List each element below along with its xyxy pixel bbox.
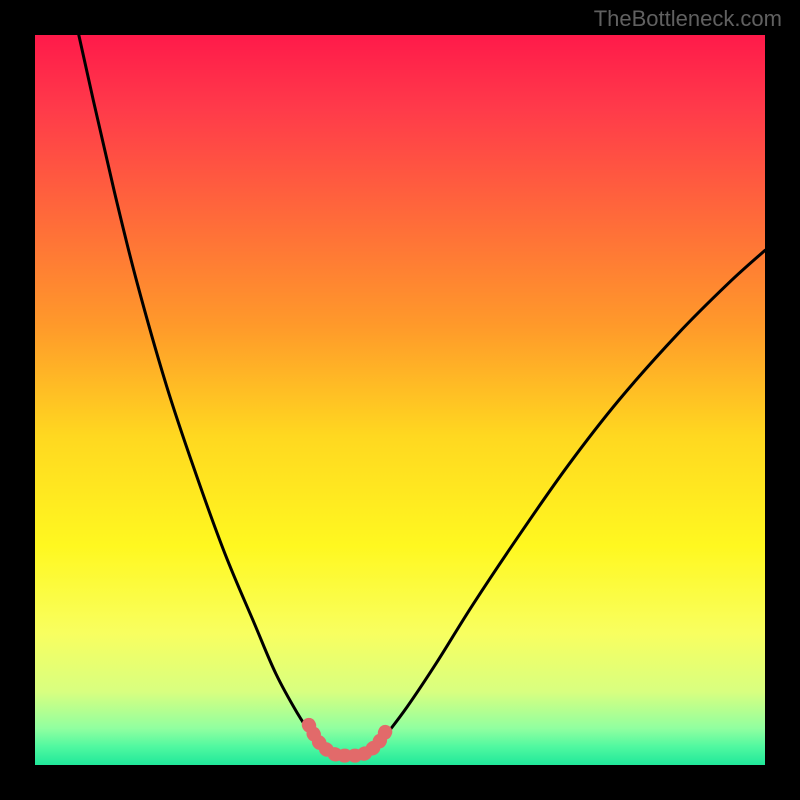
- optimal-zone-marker: [309, 725, 389, 756]
- bottleneck-curve-left: [79, 35, 313, 736]
- chart-canvas: TheBottleneck.com: [0, 0, 800, 800]
- plot-area: [35, 35, 765, 765]
- bottleneck-curve-right: [385, 250, 765, 735]
- watermark-label: TheBottleneck.com: [594, 6, 782, 32]
- curve-layer: [35, 35, 765, 765]
